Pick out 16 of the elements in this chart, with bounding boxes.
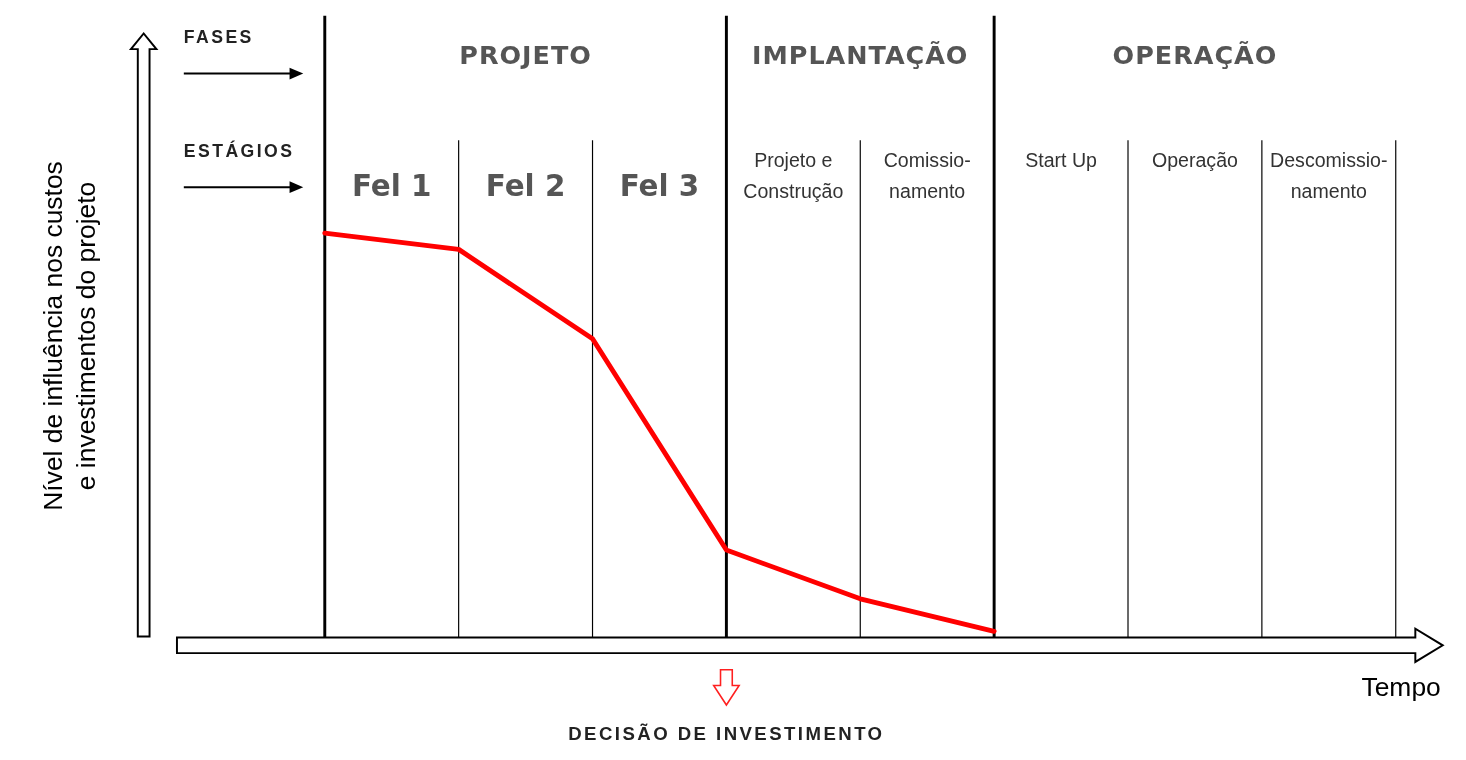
text: Fel 3 — [619, 168, 700, 203]
text: Comissio-namento — [883, 148, 971, 202]
text: PROJETO — [459, 39, 592, 70]
x-axis-title: Tempo — [1361, 672, 1441, 703]
text: IMPLANTAÇÃO — [752, 39, 969, 70]
text: Fel 2 — [485, 168, 566, 203]
text: Start Up — [1025, 148, 1098, 171]
text: Fel 1 — [351, 168, 432, 203]
text: Descomissio-namento — [1270, 148, 1388, 202]
text: ESTÁGIOS — [183, 139, 295, 161]
text: FASES — [183, 27, 254, 48]
y-axis-title: Nível de influência nos custos e investimentos do projeto — [38, 161, 101, 511]
text: DECISÃO DE INVESTIMENTO — [568, 723, 885, 745]
text: Projeto e Construção — [743, 148, 844, 202]
text: Operação — [1151, 148, 1239, 171]
text: OPERAÇÃO — [1112, 39, 1278, 70]
